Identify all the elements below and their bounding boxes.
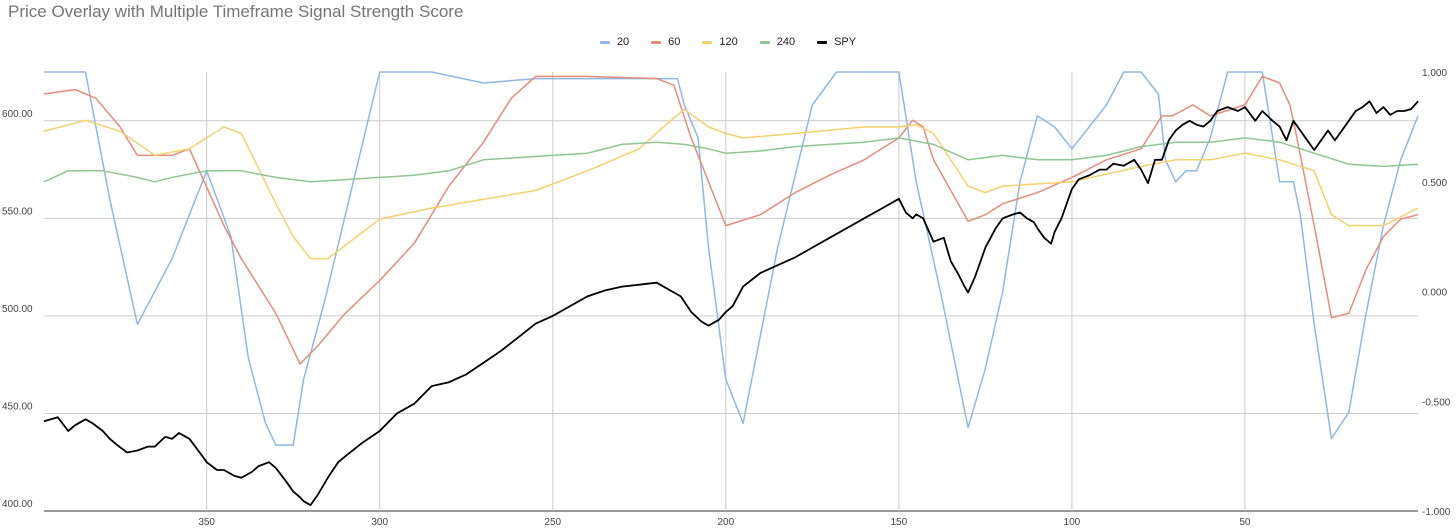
series-line-20 (44, 71, 1419, 446)
legend-swatch (759, 40, 770, 44)
x-tick-label: 200 (717, 517, 734, 528)
y-right-tick-label: 0.500 (1422, 178, 1447, 189)
series-line-120 (43, 108, 1419, 260)
series-line-240 (43, 137, 1419, 183)
x-tick-label: 100 (1064, 517, 1081, 528)
y-left-tick-label: 400.00 (2, 499, 33, 510)
legend-item-240[interactable]: 240 (759, 36, 796, 48)
x-tick-label: 250 (544, 517, 561, 528)
legend-item-120[interactable]: 120 (702, 36, 738, 48)
x-tick-label: 150 (891, 517, 908, 528)
x-tick-label: 300 (371, 517, 388, 528)
legend-swatch (599, 40, 610, 44)
y-left-tick-label: 600.00 (2, 109, 33, 120)
y-right-tick-label: 1.000 (1422, 68, 1447, 79)
legend-label: 60 (668, 36, 681, 48)
grid (44, 72, 1418, 512)
legend-swatch (702, 40, 713, 44)
tick-labels: 400.00 450.00 500.00 550.00 600.00 -1.000 -0.5… (2, 68, 1451, 528)
y-right-tick-label: -0.500 (1422, 397, 1451, 408)
chart-title: Price Overlay with Multiple Timeframe Si… (8, 2, 464, 21)
legend-label: SPY (834, 36, 857, 48)
series-lines (43, 71, 1419, 507)
legend-label: 120 (719, 36, 738, 48)
x-tick-label: 50 (1239, 517, 1251, 528)
y-right-tick-label: 0.000 (1422, 288, 1447, 299)
legend-item-60[interactable]: 60 (651, 36, 680, 48)
x-tick-label: 350 (198, 517, 215, 528)
legend-label: 20 (616, 36, 630, 48)
legend-swatch (817, 40, 828, 44)
y-left-tick-label: 500.00 (2, 304, 33, 315)
legend-label: 240 (776, 36, 796, 48)
series-line-spy (43, 100, 1419, 507)
y-right-tick-label: -1.000 (1422, 507, 1451, 518)
legend-item-20[interactable]: 20 (599, 36, 630, 48)
legend-swatch (651, 40, 662, 44)
y-left-tick-label: 450.00 (2, 401, 33, 412)
legend-item-spy[interactable]: SPY (817, 36, 856, 48)
series-line-60 (43, 75, 1419, 365)
y-left-tick-label: 550.00 (2, 206, 33, 217)
legend: 20 60 120 240 SPY (0, 36, 1456, 48)
